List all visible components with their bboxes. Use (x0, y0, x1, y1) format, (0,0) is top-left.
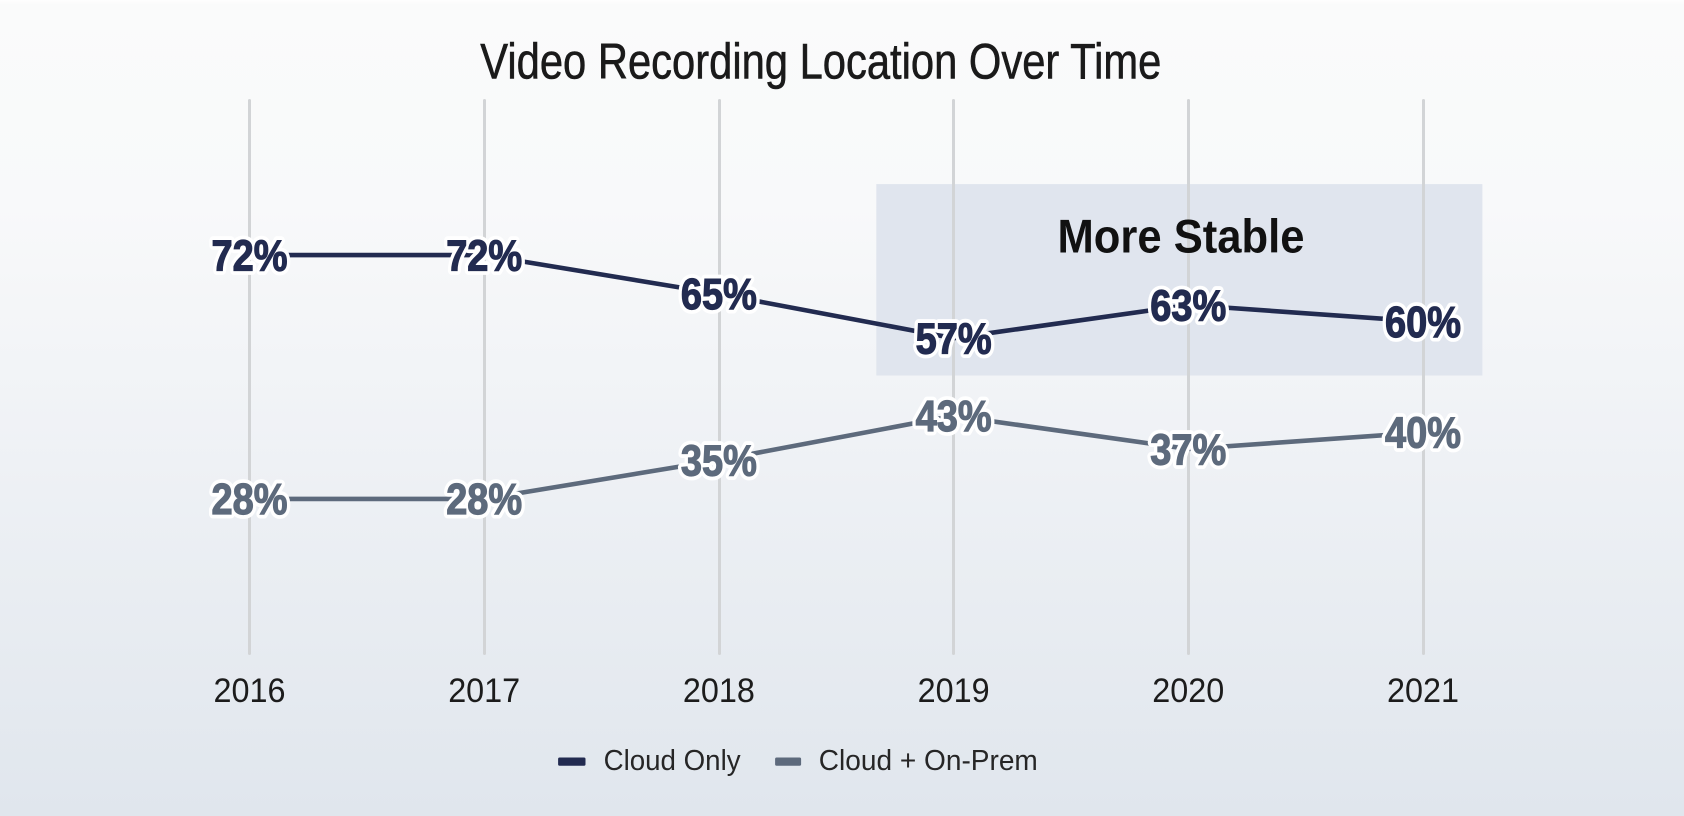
svg-text:72%: 72% (446, 231, 522, 280)
svg-text:57%: 57% (916, 315, 992, 364)
svg-text:65%: 65% (681, 270, 757, 319)
svg-text:28%: 28% (212, 475, 288, 524)
svg-text:63%: 63% (1150, 281, 1226, 330)
svg-text:37%: 37% (1150, 425, 1226, 474)
svg-text:60%: 60% (1385, 298, 1461, 347)
svg-text:Cloud + On-Prem: Cloud + On-Prem (819, 745, 1038, 777)
svg-text:37%: 37% (1150, 425, 1226, 474)
svg-text:40%: 40% (1385, 409, 1461, 458)
svg-text:65%: 65% (681, 270, 757, 319)
svg-text:2016: 2016 (214, 672, 286, 710)
svg-text:72%: 72% (446, 231, 522, 280)
svg-text:43%: 43% (916, 392, 992, 441)
svg-text:More Stable: More Stable (1058, 209, 1305, 262)
svg-text:43%: 43% (916, 392, 992, 441)
svg-text:2021: 2021 (1387, 672, 1459, 710)
svg-text:63%: 63% (1150, 281, 1226, 330)
svg-text:72%: 72% (212, 231, 288, 280)
svg-text:28%: 28% (446, 475, 522, 524)
svg-text:2020: 2020 (1152, 672, 1224, 710)
svg-text:2018: 2018 (683, 672, 755, 710)
svg-text:28%: 28% (212, 475, 288, 524)
svg-text:Video Recording Location Over: Video Recording Location Over Time (480, 33, 1161, 89)
svg-text:57%: 57% (916, 315, 992, 364)
svg-text:35%: 35% (681, 436, 757, 485)
svg-text:35%: 35% (681, 436, 757, 485)
svg-text:2019: 2019 (918, 672, 990, 710)
svg-text:72%: 72% (212, 231, 288, 280)
svg-text:40%: 40% (1385, 409, 1461, 458)
svg-text:28%: 28% (446, 475, 522, 524)
svg-text:Cloud Only: Cloud Only (604, 745, 741, 777)
svg-text:60%: 60% (1385, 298, 1461, 347)
svg-text:2017: 2017 (448, 672, 520, 710)
